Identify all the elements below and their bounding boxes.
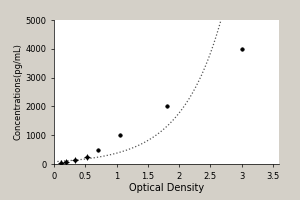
- X-axis label: Optical Density: Optical Density: [129, 183, 204, 193]
- Y-axis label: Concentrations(pg/mL): Concentrations(pg/mL): [14, 44, 22, 140]
